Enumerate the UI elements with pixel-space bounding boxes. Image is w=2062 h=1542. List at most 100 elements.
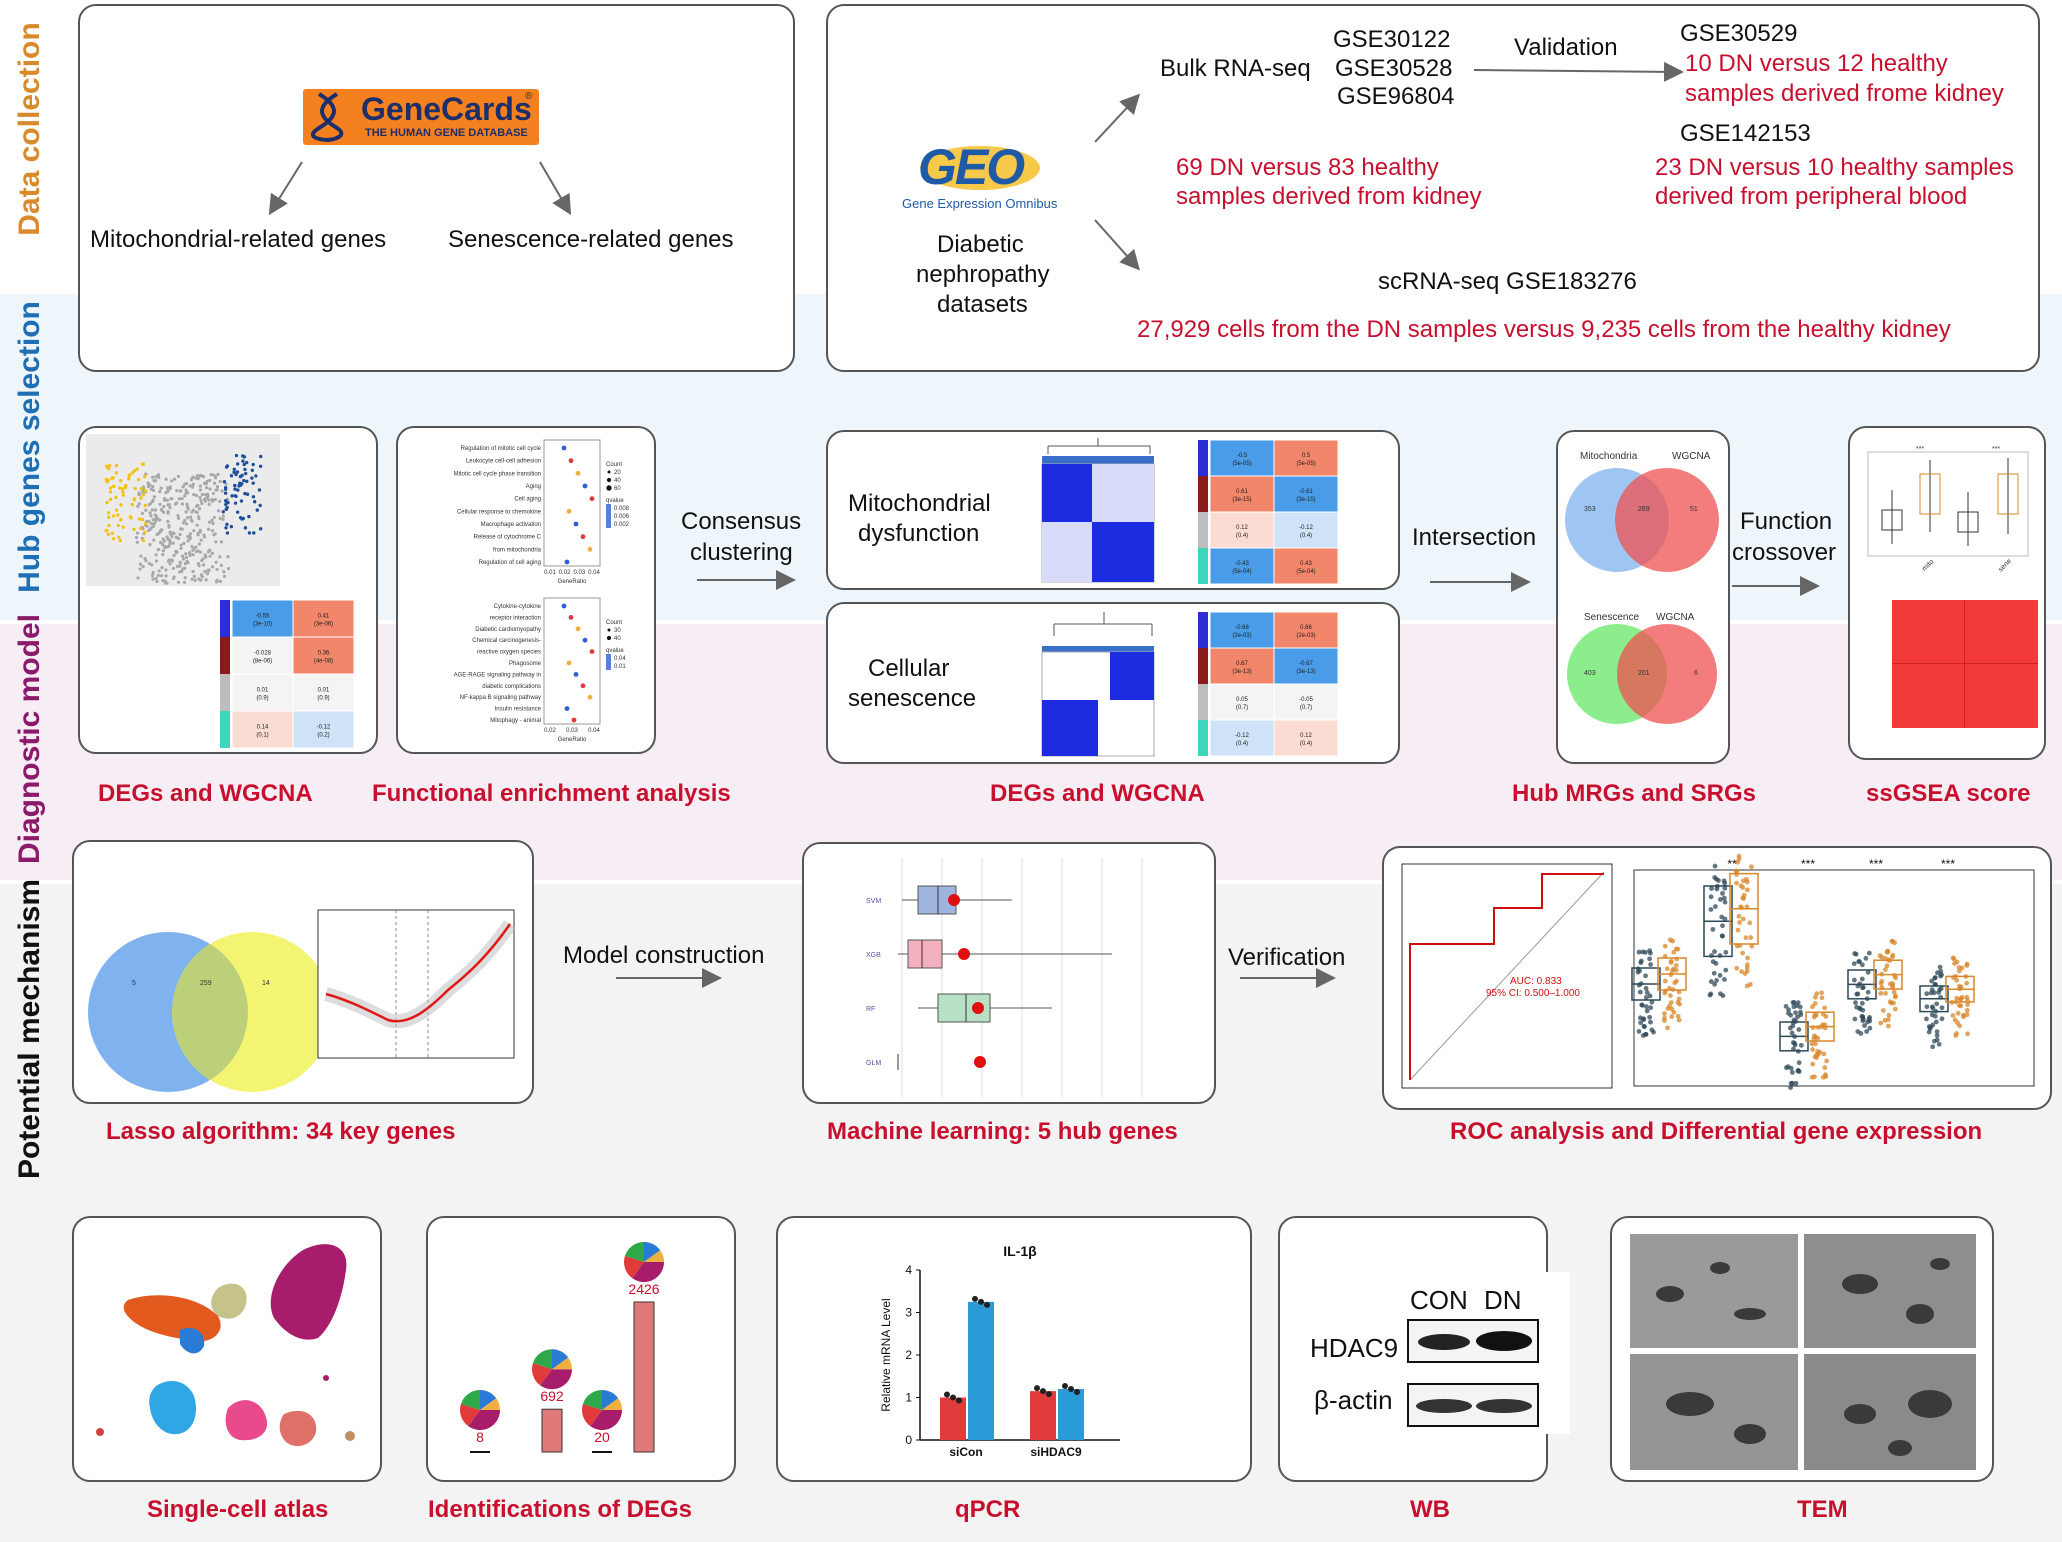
enrichment-dot (575, 626, 581, 632)
diff-sample-point (1934, 1037, 1940, 1043)
volcano-point-up (242, 462, 246, 467)
diff-sample-point (1786, 1007, 1792, 1013)
diff-sample-point (1734, 872, 1739, 877)
diff-sample-point (1744, 965, 1750, 971)
diff-sample-point (1665, 1006, 1671, 1011)
volcano-point-ns (157, 547, 161, 552)
enrichment-dot (580, 534, 586, 540)
section-label-mechanism: Potential mechanism (13, 878, 46, 1180)
volcano-point-up (221, 510, 225, 514)
volcano-point-up (254, 474, 258, 478)
diff-sample-point (1743, 935, 1749, 941)
volcano-point-ns (185, 516, 190, 520)
diff-expression-boxplot: ** *** *** *** (1631, 853, 2035, 1090)
volcano-point-down (107, 523, 111, 528)
volcano-point-ns (176, 516, 181, 520)
genecards-panel (78, 4, 795, 372)
volcano-point-ns (222, 570, 226, 574)
enrichment-term: Regulation of mitotic cell cycle (461, 446, 542, 452)
deg-pie-slice (590, 1410, 622, 1430)
lasso-venn-both: 259 (200, 980, 212, 987)
volcano-point-ns (180, 527, 184, 531)
diff-sample-point (1785, 1064, 1791, 1070)
geo-logo: GEO Gene Expression Omnibus (900, 139, 1060, 211)
diff-sample-point (1744, 887, 1750, 893)
diff-sample-point (1711, 970, 1717, 976)
wb-bands (1407, 1319, 1539, 1427)
bulk-samples-1: 69 DN versus 83 healthy (1176, 154, 1439, 181)
volcano-point-down (110, 531, 114, 535)
heatmap-cell-pvalue: (0.4) (1300, 533, 1312, 539)
diff-sample-point (1954, 1031, 1959, 1036)
heatmap-cell (1273, 719, 1339, 757)
heatmap-cell (1273, 611, 1339, 649)
volcano-point-ns (205, 496, 209, 500)
diff-sample-point (1863, 955, 1869, 961)
volcano-point-ns (152, 495, 157, 499)
volcano-point-down (123, 485, 128, 490)
volcano-point-ns (145, 524, 149, 528)
diff-sample-point (1722, 916, 1728, 922)
heatmap-module-color (1198, 548, 1208, 584)
volcano-point-ns (183, 561, 187, 566)
volcano-point-down (114, 463, 119, 468)
verification-label: Verification (1228, 944, 1346, 971)
diff-sample-point (1748, 935, 1754, 940)
volcano-point-ns (151, 524, 156, 529)
enrichment-term: Cytokine-cytokine (494, 604, 542, 610)
volcano-point-ns (192, 529, 196, 533)
volcano-point-ns (166, 519, 170, 524)
volcano-point-ns (215, 485, 220, 489)
volcano-point-ns (190, 577, 194, 581)
volcano-point-ns (214, 540, 218, 544)
heatmap-cell (292, 673, 355, 712)
volcano-point-ns (153, 508, 158, 512)
diff-sample-point (1810, 1047, 1815, 1052)
heatmap-cell-pvalue: (3e-06) (314, 622, 333, 628)
diff-sample-point (1813, 1041, 1818, 1047)
single-cell-panel (72, 1216, 382, 1482)
deg-bar (633, 1301, 655, 1453)
volcano-point-ns (161, 549, 165, 553)
volcano-point-ns (163, 546, 167, 550)
diff-sample-point (1865, 969, 1871, 975)
heatmap-cell-value: 0.43 (1300, 561, 1312, 567)
diff-sample-point (1716, 878, 1721, 883)
volcano-point-ns (176, 580, 181, 584)
heatmap-cell (1209, 719, 1275, 757)
volcano-point-up (238, 474, 243, 479)
diff-sample-point (1723, 967, 1729, 973)
enrichment-term: from mitochondria (493, 547, 542, 553)
volcano-point-ns (150, 563, 154, 567)
volcano-point-ns (203, 493, 208, 497)
enrichment-dot (566, 508, 572, 514)
diff-sample-point (1810, 1004, 1815, 1010)
ml-panel (802, 842, 1216, 1104)
heatmap-cell-pvalue: (5e-05) (1296, 461, 1315, 467)
enrichment-dot (587, 694, 593, 700)
volcano-point-ns (204, 555, 208, 559)
enrichment-term: diabetic complications (482, 684, 541, 690)
volcano-point-ns (190, 544, 194, 549)
volcano-point-down (108, 490, 113, 494)
diff-sample-point (1737, 920, 1742, 925)
volcano-point-ns (203, 570, 207, 574)
validation-set2-id: GSE142153 (1680, 120, 1811, 147)
volcano-point-ns (184, 488, 188, 492)
volcano-point-ns (157, 569, 161, 573)
qpcr-replicate-point (950, 1394, 956, 1401)
volcano-point-ns (219, 563, 223, 567)
volcano-point-ns (175, 535, 179, 540)
diff-sample-point (1744, 983, 1750, 989)
diff-sample-point (1866, 950, 1872, 956)
enrichment-term: Diabetic cardiomyopathy (475, 627, 541, 633)
volcano-point-down (141, 493, 145, 497)
volcano-point-ns (219, 540, 224, 544)
diff-sample-point (1644, 1008, 1650, 1014)
deg-pie-slice (552, 1357, 572, 1370)
deg-count: 692 (540, 1388, 564, 1404)
diff-sample-point (1648, 962, 1653, 967)
volcano-point-down (143, 530, 147, 535)
volcano-point-ns (202, 535, 207, 539)
heatmap-module-color (1198, 684, 1208, 720)
